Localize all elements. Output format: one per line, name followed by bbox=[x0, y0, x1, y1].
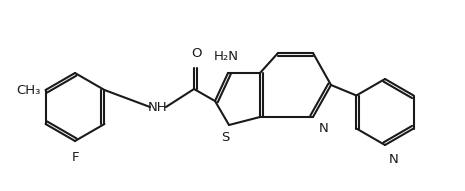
Text: NH: NH bbox=[148, 100, 168, 113]
Text: S: S bbox=[221, 131, 229, 144]
Text: F: F bbox=[71, 151, 79, 164]
Text: H₂N: H₂N bbox=[213, 50, 239, 63]
Text: N: N bbox=[389, 153, 399, 166]
Text: O: O bbox=[191, 47, 201, 60]
Text: N: N bbox=[319, 122, 329, 135]
Text: CH₃: CH₃ bbox=[16, 83, 40, 96]
